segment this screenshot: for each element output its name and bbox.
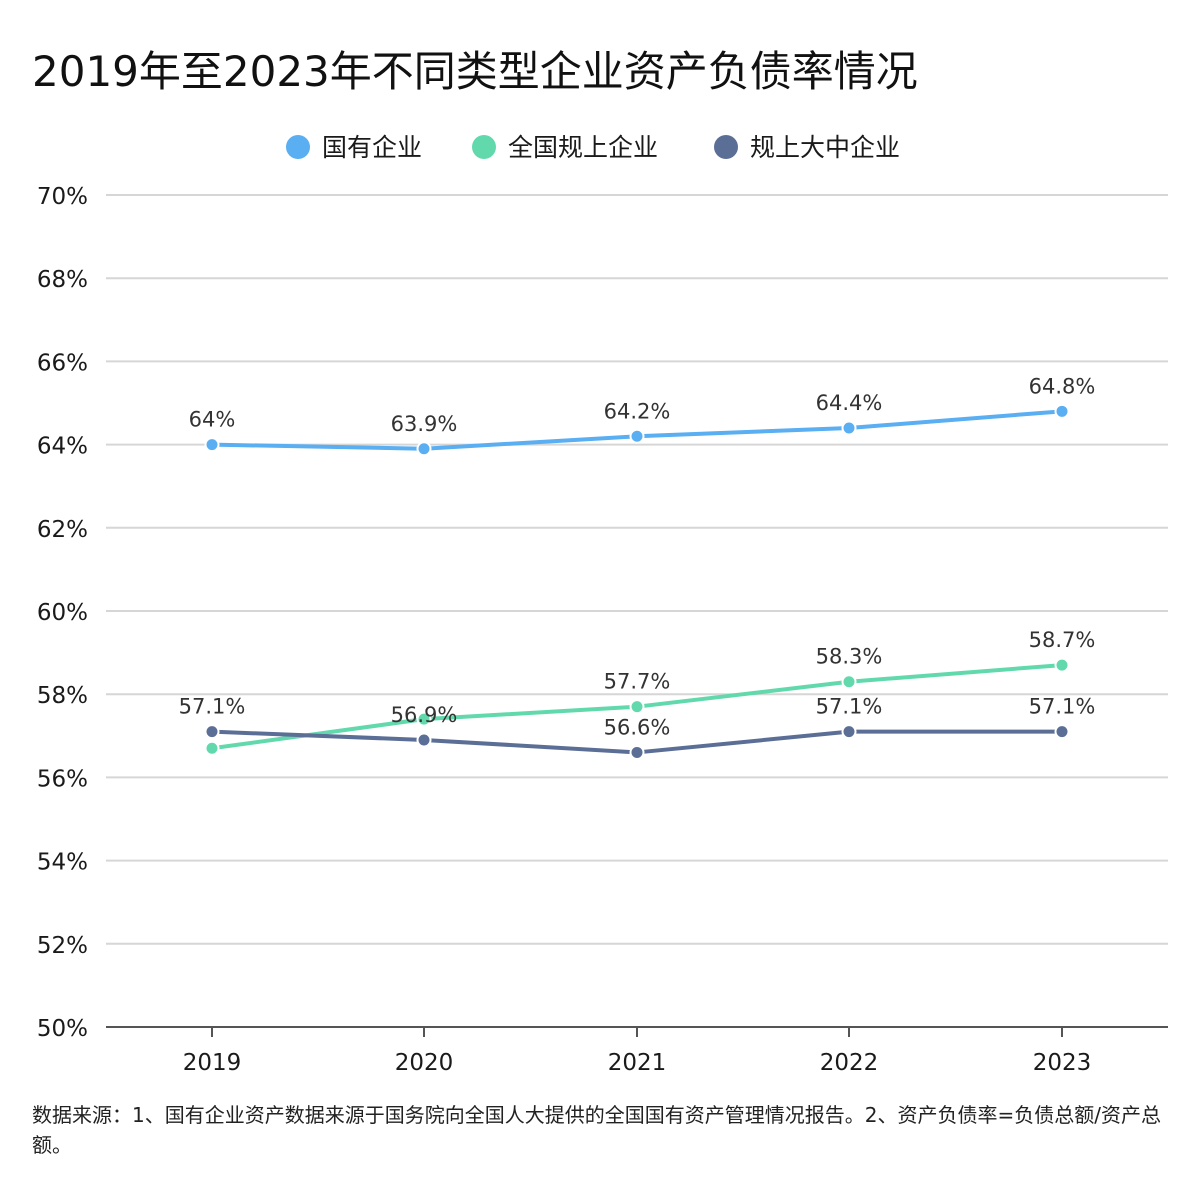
series-1-label-2023: 58.7% bbox=[1029, 628, 1096, 652]
y-tick-label-70: 70% bbox=[37, 184, 88, 210]
series-2-point-2022 bbox=[841, 724, 857, 740]
series-2-label-2019: 57.1% bbox=[179, 695, 246, 719]
series-0-label-2020: 63.9% bbox=[391, 412, 458, 436]
y-axis: 50% 52% 54% 56% 58% 60% 62% 64% 66% 68% 70% bbox=[37, 184, 88, 1042]
y-tick-label-52: 52% bbox=[37, 933, 88, 959]
legend-marker-1 bbox=[472, 135, 496, 159]
data-labels: 57.7% 58.3% 58.7% 57.1% 56.9% 56.6% 57.1% 57.1%… bbox=[179, 374, 1096, 739]
legend: 国有企业 全国规上企业 规上大中企业 bbox=[286, 133, 900, 162]
y-tick-label-62: 62% bbox=[37, 517, 88, 543]
series-0-label-2019: 64% bbox=[189, 408, 236, 432]
series-2-point-2023 bbox=[1054, 724, 1070, 740]
x-tick-label-2021: 2021 bbox=[608, 1050, 667, 1076]
x-tick-label-2022: 2022 bbox=[820, 1050, 879, 1076]
series-0-label-2023: 64.8% bbox=[1029, 374, 1096, 398]
series-1-point-2021 bbox=[629, 699, 645, 715]
x-tick-label-2020: 2020 bbox=[395, 1050, 454, 1076]
series-0-point-2020 bbox=[416, 441, 432, 457]
series-0-point-2022 bbox=[841, 420, 857, 436]
series-0-point-2021 bbox=[629, 428, 645, 444]
x-tick-label-2019: 2019 bbox=[183, 1050, 242, 1076]
series-0-label-2021: 64.2% bbox=[604, 399, 671, 423]
series-1-label-2022: 58.3% bbox=[816, 645, 883, 669]
x-axis: 2019 2020 2021 2022 2023 bbox=[106, 1026, 1168, 1076]
series-1-point-2023 bbox=[1054, 657, 1070, 673]
y-tick-label-68: 68% bbox=[37, 267, 88, 293]
series-2-label-2022: 57.1% bbox=[816, 695, 883, 719]
series-2-point-2019 bbox=[204, 724, 220, 740]
y-tick-label-54: 54% bbox=[37, 850, 88, 876]
series-0-point-2019 bbox=[204, 437, 220, 453]
y-tick-label-50: 50% bbox=[37, 1016, 88, 1042]
series-2-point-2021 bbox=[629, 744, 645, 760]
y-tick-label-66: 66% bbox=[37, 350, 88, 376]
grid-lines bbox=[106, 194, 1168, 945]
y-tick-label-64: 64% bbox=[37, 434, 88, 460]
legend-label-2: 规上大中企业 bbox=[750, 133, 900, 162]
y-tick-label-56: 56% bbox=[37, 766, 88, 792]
series-2-label-2021: 56.6% bbox=[604, 715, 671, 739]
series-0-point-2023 bbox=[1054, 403, 1070, 419]
legend-label-0: 国有企业 bbox=[322, 133, 422, 162]
source-note: 数据来源：1、国有企业资产数据来源于国务院向全国人大提供的全国国有资产管理情况报… bbox=[32, 1103, 1161, 1157]
series-points bbox=[204, 403, 1070, 760]
x-tick-label-2023: 2023 bbox=[1033, 1050, 1092, 1076]
legend-marker-2 bbox=[714, 135, 738, 159]
series-1-point-2022 bbox=[841, 674, 857, 690]
legend-marker-0 bbox=[286, 135, 310, 159]
line-chart: 国有企业 全国规上企业 规上大中企业 50% 52% 54% 56% 58% 60% 62% 64… bbox=[37, 133, 1168, 1076]
series-1-point-2020 bbox=[416, 711, 432, 727]
chart-title: 2019年至2023年不同类型企业资产负债率情况 bbox=[32, 47, 918, 96]
series-2-point-2020 bbox=[416, 732, 432, 748]
y-tick-label-58: 58% bbox=[37, 683, 88, 709]
series-0-label-2022: 64.4% bbox=[816, 391, 883, 415]
series-2-label-2020: 56.9% bbox=[391, 703, 458, 727]
series-1-label-2021: 57.7% bbox=[604, 670, 671, 694]
y-tick-label-60: 60% bbox=[37, 600, 88, 626]
series-1-point-2019 bbox=[204, 740, 220, 756]
legend-label-1: 全国规上企业 bbox=[508, 133, 658, 162]
series-2-label-2023: 57.1% bbox=[1029, 695, 1096, 719]
